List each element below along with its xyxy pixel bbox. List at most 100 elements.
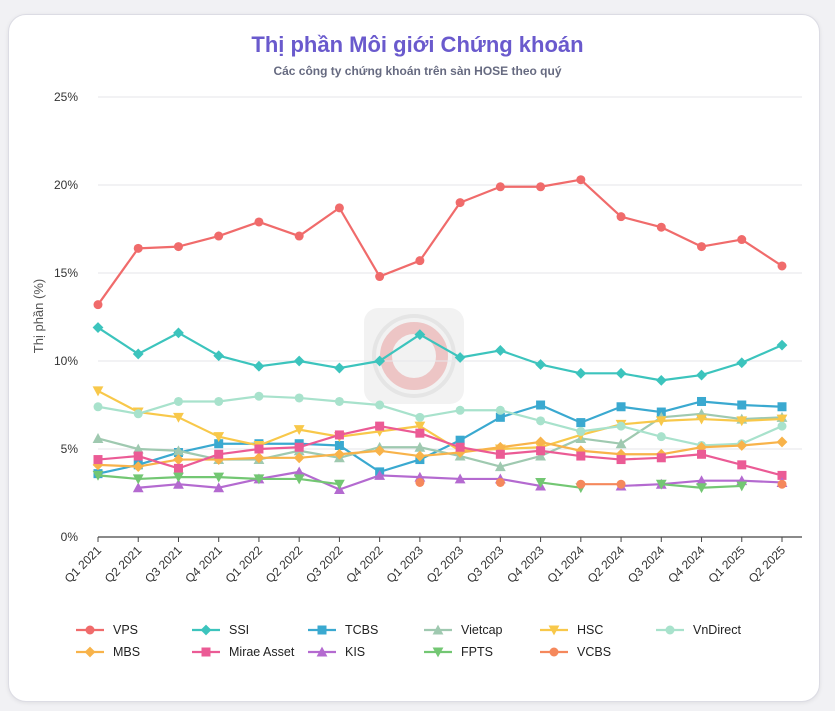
- legend-swatch: [540, 647, 568, 657]
- legend-marker-icon: [548, 625, 560, 636]
- data-point-tcbs: [495, 412, 505, 422]
- data-point-fpts: [92, 470, 104, 481]
- data-point-kis: [173, 478, 184, 489]
- data-point-fpts: [696, 483, 707, 494]
- data-point-vietcap: [173, 445, 184, 456]
- series-line-tcbs: [97, 400, 783, 475]
- legend-marker-icon: [549, 647, 559, 657]
- data-point-vps: [375, 272, 385, 282]
- legend-item-hsc[interactable]: HSC: [539, 622, 655, 638]
- chart-legend: VPS SSI TCBS Vietcap HSC VnDirect MBS Mirae Ass…: [75, 622, 795, 660]
- legend-marker-icon: [84, 646, 96, 658]
- legend-marker-icon: [200, 624, 212, 636]
- data-point-ssi: [575, 367, 587, 379]
- legend-item-mbs[interactable]: MBS: [75, 644, 191, 660]
- data-point-mirae-asset: [93, 455, 103, 465]
- data-point-fpts: [253, 474, 265, 485]
- legend-label: FPTS: [461, 645, 493, 659]
- series-kis: [132, 466, 788, 494]
- data-point-vps: [334, 203, 344, 213]
- series-line-vps: [97, 178, 783, 306]
- data-point-mbs: [293, 452, 305, 464]
- data-point-tcbs: [214, 439, 224, 449]
- legend-marker-icon: [432, 647, 444, 658]
- data-point-tcbs: [697, 396, 707, 406]
- data-point-hsc: [655, 416, 667, 427]
- data-point-fpts: [132, 474, 144, 485]
- data-point-vps: [536, 182, 546, 192]
- legend-swatch: [424, 647, 452, 658]
- legend-label: HSC: [577, 623, 604, 637]
- data-point-fpts: [736, 481, 748, 492]
- data-point-vietcap: [615, 438, 627, 449]
- legend-item-tcbs[interactable]: TCBS: [307, 622, 423, 638]
- data-point-ssi: [414, 329, 426, 340]
- data-point-mirae-asset: [777, 470, 787, 480]
- legend-item-vcbs[interactable]: VCBS: [539, 644, 655, 660]
- legend-marker-icon: [432, 624, 444, 635]
- legend-label: KIS: [345, 645, 366, 659]
- legend-item-fpts[interactable]: FPTS: [423, 644, 539, 660]
- data-point-vps: [133, 243, 143, 253]
- data-point-vndirect: [294, 393, 304, 403]
- data-point-vndirect: [415, 412, 425, 422]
- legend-item-kis[interactable]: KIS: [307, 644, 423, 660]
- legend-item-ssi[interactable]: SSI: [191, 622, 307, 638]
- series-line-fpts: [540, 481, 581, 489]
- data-point-vcbs: [616, 479, 626, 489]
- data-point-mbs: [414, 450, 426, 462]
- data-point-mirae-asset: [415, 428, 425, 438]
- x-tick-label: Q3 2024: [625, 543, 668, 586]
- data-point-ssi: [92, 322, 104, 333]
- x-tick-label: Q4 2022: [343, 543, 386, 586]
- data-point-tcbs: [616, 402, 626, 412]
- data-point-vcbs: [495, 477, 505, 487]
- legend-marker-icon: [317, 625, 327, 635]
- data-point-kis: [374, 470, 386, 480]
- legend-item-mirae-asset[interactable]: Mirae Asset: [191, 644, 307, 660]
- legend-swatch: [76, 625, 104, 635]
- x-tick-label: Q1 2025: [705, 543, 748, 586]
- data-point-vndirect: [214, 396, 224, 406]
- data-point-mbs: [374, 445, 386, 457]
- legend-item-vndirect[interactable]: VnDirect: [655, 622, 771, 638]
- legend-item-vietcap[interactable]: Vietcap: [423, 622, 539, 638]
- legend-item-vps[interactable]: VPS: [75, 622, 191, 638]
- data-point-mbs: [535, 436, 546, 448]
- data-point-tcbs: [737, 400, 747, 410]
- data-point-ssi: [293, 355, 305, 367]
- data-point-vndirect: [576, 426, 586, 436]
- data-point-vndirect: [375, 400, 385, 410]
- data-point-mirae-asset: [495, 449, 505, 459]
- data-point-ssi: [454, 352, 466, 363]
- data-point-ssi: [655, 374, 667, 386]
- legend-swatch: [424, 624, 452, 635]
- series-line-hsc: [97, 389, 783, 452]
- data-point-vps: [777, 261, 787, 271]
- data-point-vps: [173, 242, 183, 252]
- data-point-fpts: [173, 472, 184, 483]
- x-tick-label: Q1 2023: [384, 543, 427, 586]
- data-point-ssi: [494, 345, 506, 356]
- data-point-hsc: [293, 425, 305, 436]
- x-tick-label: Q4 2024: [665, 543, 708, 586]
- data-point-ssi: [696, 369, 707, 381]
- data-point-vps: [93, 300, 103, 310]
- legend-marker-icon: [665, 625, 675, 635]
- legend-label: MBS: [113, 645, 141, 659]
- data-point-mirae-asset: [133, 451, 143, 461]
- legend-label: VCBS: [577, 645, 612, 659]
- data-point-vndirect: [495, 405, 505, 415]
- data-point-ssi: [253, 360, 265, 372]
- data-point-mbs: [132, 461, 144, 472]
- data-point-ssi: [535, 359, 546, 370]
- series-mbs: [92, 436, 788, 472]
- data-point-vndirect: [133, 409, 143, 419]
- data-point-mbs: [334, 448, 345, 460]
- legend-label: TCBS: [345, 623, 379, 637]
- data-point-vcbs: [576, 479, 586, 489]
- data-point-mirae-asset: [576, 451, 586, 461]
- data-point-kis: [213, 482, 225, 493]
- data-point-vps: [294, 231, 304, 241]
- x-tick-label: Q1 2022: [223, 543, 266, 586]
